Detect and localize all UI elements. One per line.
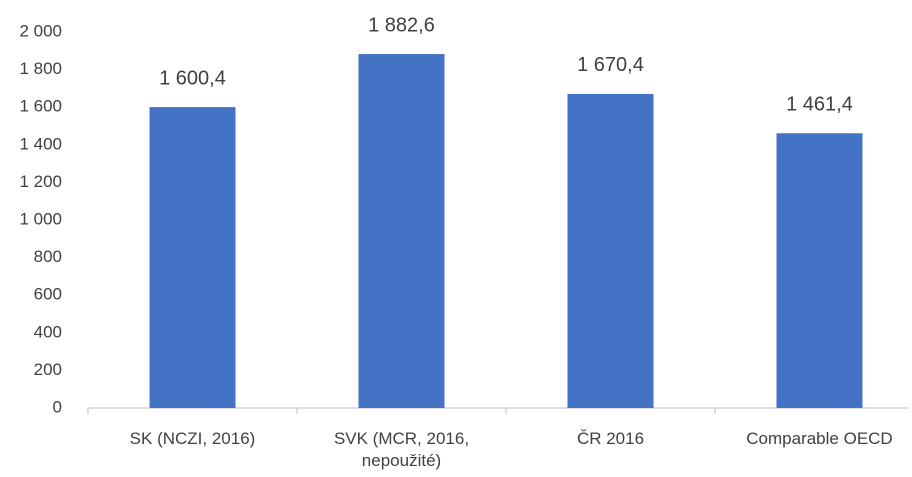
bar [567, 93, 654, 409]
y-tick-label: 200 [34, 360, 62, 379]
y-tick-label: 1 200 [19, 172, 62, 191]
y-tick-label: 1 600 [19, 97, 62, 116]
x-tick-label: SK (NCZI, 2016) [129, 429, 256, 448]
y-tick-label: 0 [53, 397, 62, 416]
data-label: 1 882,6 [368, 14, 435, 36]
x-tick-label: ČR 2016 [576, 429, 645, 448]
y-tick-label: 400 [34, 322, 62, 341]
data-label: 1 461,4 [786, 94, 853, 116]
x-tick-label: SVK (MCR, 2016, nepoužité) [333, 429, 470, 470]
data-label: 1 670,4 [577, 54, 644, 76]
y-tick-label: 800 [34, 247, 62, 266]
y-tick-label: 1 400 [19, 134, 62, 153]
y-tick-label: 600 [34, 285, 62, 304]
y-tick-label: 1 000 [19, 209, 62, 228]
data-label: 1 600,4 [159, 67, 226, 89]
bar [149, 107, 236, 408]
bar [776, 133, 863, 408]
bar [358, 54, 445, 409]
x-tick-label: Comparable OECD [746, 429, 893, 448]
y-tick-label: 1 800 [19, 59, 62, 78]
y-tick-label: 2 000 [19, 21, 62, 40]
